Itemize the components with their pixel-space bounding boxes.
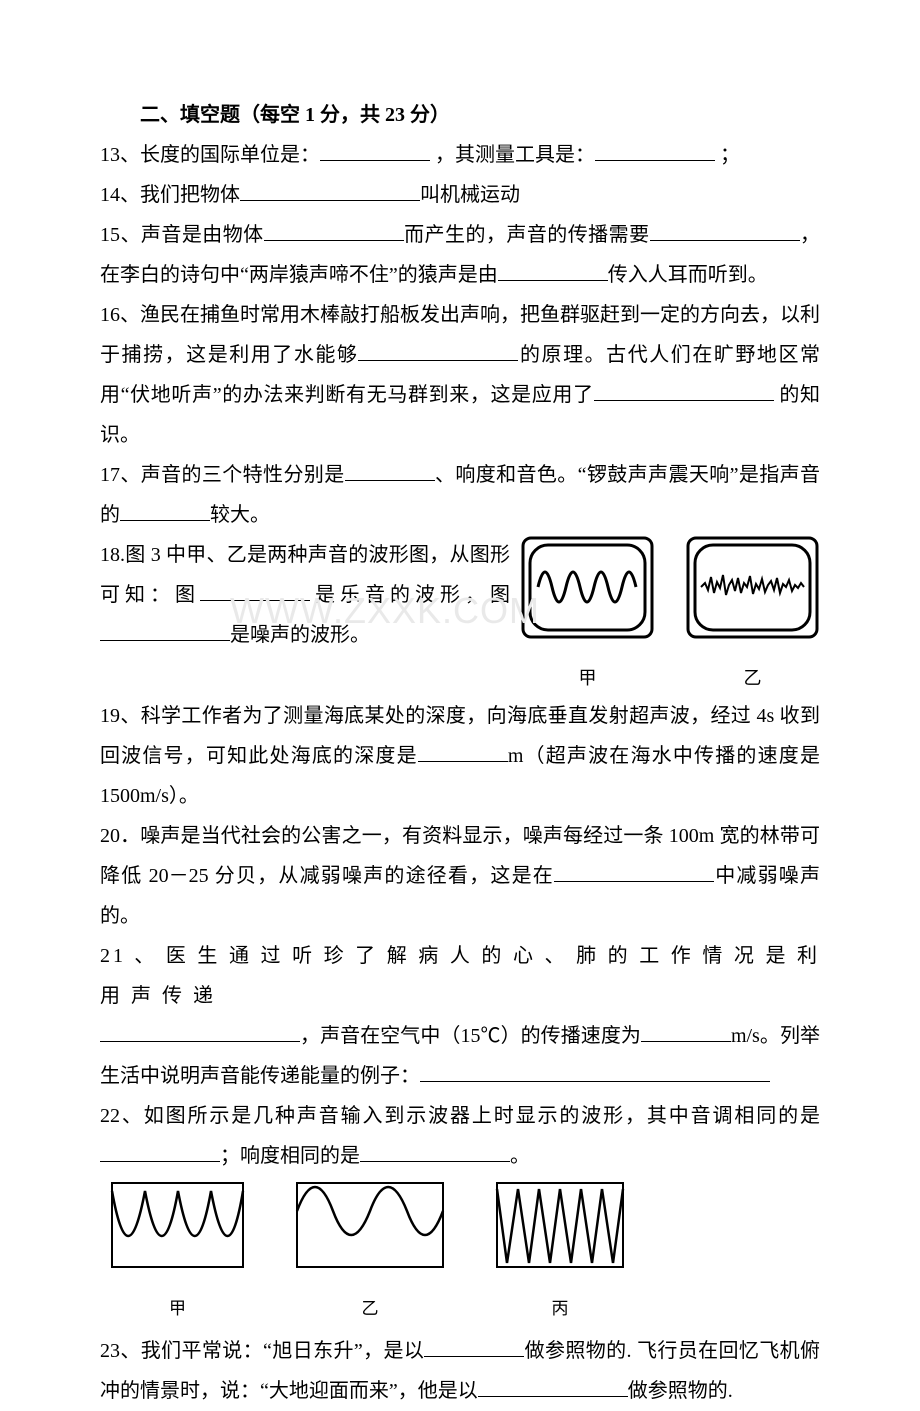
q18-t2: 是乐音的波形，图: [310, 584, 510, 606]
q14-t2: 叫机械运动: [420, 184, 520, 206]
q23-b2: [478, 1377, 628, 1397]
q22-fig-bing: 丙: [495, 1181, 625, 1326]
oscilloscope-yi-icon: [685, 535, 820, 640]
q13: 13、长度的国际单位是： ，其测量工具是： ；: [100, 135, 820, 175]
q21-b3: [420, 1062, 770, 1082]
q23: 23、我们平常说：“旭日东升”，是以做参照物的. 飞行员在回忆飞机俯冲的情景时，…: [100, 1331, 820, 1411]
q21: 21 、 医 生 通 过 听 珍 了 解 病 人 的 心 、 肺 的 工 作 情…: [100, 936, 820, 1096]
q23-t3: 做参照物的.: [628, 1380, 733, 1402]
q19: 19、科学工作者为了测量海底某处的深度，向海底垂直发射超声波，经过 4s 收到回…: [100, 696, 820, 816]
q16-b2: [594, 381, 774, 401]
q22-t2: ；响度相同的是: [220, 1145, 360, 1167]
wave-yi-icon: [295, 1181, 445, 1276]
q21-b2: [641, 1022, 731, 1042]
q18-figure-block: 甲 乙: [520, 535, 820, 696]
q22-b2: [360, 1142, 510, 1162]
q23-t1: 23、我们平常说：“旭日东升”，是以: [100, 1340, 424, 1362]
q21-b1: [100, 1022, 300, 1042]
q15-t2: 而产生的，声音的传播需要: [404, 224, 650, 246]
q13-blank1: [320, 141, 430, 161]
q22-figures: 甲 乙 丙: [100, 1181, 820, 1326]
content-area: 二、填空题（每空 1 分，共 23 分） 13、长度的国际单位是： ，其测量工具…: [100, 95, 820, 1411]
q15-t4: 传入人耳而听到。: [608, 264, 768, 286]
q22: 22、如图所示是几种声音输入到示波器上时显示的波形，其中音调相同的是 ；响度相同的…: [100, 1096, 820, 1176]
q16-b1: [358, 341, 518, 361]
q21-t2: ，声音在空气中（15℃）的传播速度为: [300, 1025, 641, 1047]
q14-t1: 14、我们把物体: [100, 184, 240, 206]
q18-cap1: 甲: [520, 660, 655, 696]
q18-cap2: 乙: [685, 660, 820, 696]
q22-fig-yi: 乙: [295, 1181, 445, 1326]
q14-blank: [240, 181, 420, 201]
q22-t1: 22、如图所示是几种声音输入到示波器上时显示的波形，其中音调相同的是: [100, 1105, 820, 1127]
q22-b1: [100, 1142, 220, 1162]
q18-t3: 是噪声的波形。: [230, 624, 370, 646]
q22-cap3: 丙: [495, 1292, 625, 1326]
q15-b3: [498, 261, 608, 281]
q20: 20．噪声是当代社会的公害之一，有资料显示，噪声每经过一条 100m 宽的林带可…: [100, 816, 820, 936]
q19-b1: [418, 742, 508, 762]
q13-t3: ；: [715, 144, 740, 166]
q17-b1: [345, 461, 435, 481]
q22-cap2: 乙: [295, 1292, 445, 1326]
q18-b1: [200, 581, 310, 601]
oscilloscope-jia-icon: [520, 535, 655, 640]
q17-b2: [120, 501, 210, 521]
q22-t3: 。: [510, 1145, 530, 1167]
q20-b1: [554, 862, 714, 882]
q14: 14、我们把物体 叫机械运动: [100, 175, 820, 215]
q21-t1: 21 、 医 生 通 过 听 珍 了 解 病 人 的 心 、 肺 的 工 作 情…: [100, 945, 820, 1007]
q22-cap1: 甲: [110, 1292, 245, 1326]
q18-fig-yi: 乙: [685, 535, 820, 696]
q17: 17、声音的三个特性分别是、响度和音色。“锣鼓声声震天响”是指声音的较大。: [100, 455, 820, 535]
wave-bing-icon: [495, 1181, 625, 1276]
q15-t1: 15、声音是由物体: [100, 224, 264, 246]
q13-blank2: [595, 141, 715, 161]
q18: 甲 乙 18.图 3 中甲、乙是两种声音的波形图，从图形可知：图是乐音的波形，图…: [100, 535, 820, 696]
q17-t1: 17、声音的三个特性分别是: [100, 464, 345, 486]
section-title: 二、填空题（每空 1 分，共 23 分）: [100, 95, 820, 135]
q18-fig-jia: 甲: [520, 535, 655, 696]
q13-t2: ，其测量工具是：: [430, 144, 595, 166]
q23-b1: [424, 1337, 524, 1357]
q15-b1: [264, 221, 404, 241]
q22-fig-jia: 甲: [110, 1181, 245, 1326]
q17-t3: 较大。: [210, 504, 270, 526]
wave-jia-icon: [110, 1181, 245, 1276]
q15: 15、声音是由物体而产生的，声音的传播需要，在李白的诗句中“两岸猿声啼不住”的猿…: [100, 215, 820, 295]
q16: 16、渔民在捕鱼时常用木棒敲打船板发出声响，把鱼群驱赶到一定的方向去，以利于捕捞…: [100, 295, 820, 455]
q18-b2: [100, 621, 230, 641]
q15-b2: [650, 221, 800, 241]
q13-t1: 13、长度的国际单位是：: [100, 144, 320, 166]
